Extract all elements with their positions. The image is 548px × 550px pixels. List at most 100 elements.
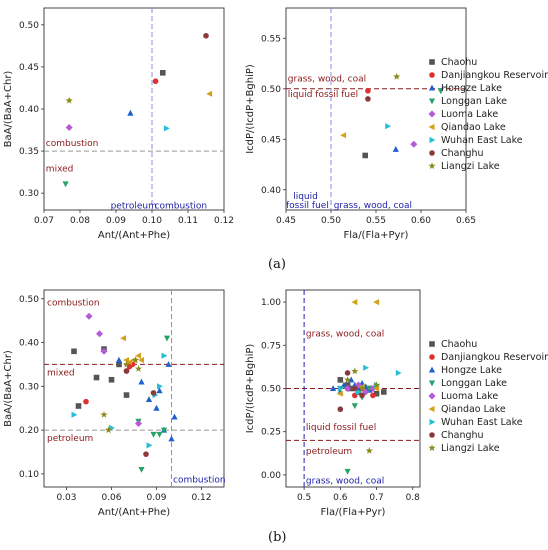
y-tick-label: 0.50 bbox=[261, 85, 281, 95]
x-axis-label: Ant/(Ant+Phe) bbox=[98, 507, 170, 518]
annotation: liquid bbox=[293, 192, 318, 202]
data-point bbox=[71, 411, 78, 418]
y-tick-label: 0.40 bbox=[19, 339, 39, 349]
legend-marker bbox=[428, 405, 435, 413]
data-point bbox=[344, 376, 352, 383]
annotation: mixed bbox=[47, 368, 75, 378]
data-point bbox=[437, 88, 444, 95]
data-point bbox=[123, 392, 130, 398]
data-point bbox=[344, 370, 351, 376]
legend-entry: Changhu bbox=[441, 430, 484, 441]
data-point bbox=[115, 356, 123, 363]
data-point bbox=[359, 392, 365, 399]
legend-marker bbox=[428, 123, 435, 131]
legend-entry: Changhu bbox=[441, 148, 484, 159]
annotation: grass, wood, coal bbox=[306, 330, 384, 340]
legend-marker bbox=[428, 366, 436, 373]
x-axis-label: Ant/(Ant+Phe) bbox=[98, 230, 170, 241]
legend-entry: Wuhan East Lake bbox=[441, 135, 523, 146]
data-point bbox=[344, 468, 351, 475]
y-axis-label: IcdP/(IcdP+BghiP) bbox=[245, 344, 256, 434]
plot-frame bbox=[43, 7, 225, 211]
legend-marker bbox=[429, 341, 435, 347]
legend-entry: Chaohu bbox=[441, 57, 477, 68]
legend-entry: Danjiangkou Reservoir bbox=[441, 352, 548, 363]
data-point bbox=[163, 335, 171, 342]
legend-marker bbox=[428, 98, 436, 105]
x-tick-label: 0.55 bbox=[366, 216, 386, 226]
annotation: combustion bbox=[173, 476, 226, 486]
legend-marker bbox=[428, 110, 436, 118]
legend-marker bbox=[428, 444, 436, 452]
data-point bbox=[156, 431, 163, 438]
annotation: grass, wood, coal bbox=[288, 75, 366, 85]
data-point bbox=[348, 385, 354, 392]
x-tick-label: 0.8 bbox=[406, 493, 421, 503]
data-point bbox=[358, 384, 366, 392]
legend-entry: Luoma Lake bbox=[441, 109, 498, 120]
data-point bbox=[127, 109, 134, 116]
data-point bbox=[75, 403, 82, 409]
data-point bbox=[373, 390, 380, 397]
y-tick-label: 0.45 bbox=[19, 63, 39, 73]
annotation: fossil fuel bbox=[286, 201, 329, 211]
annotation: grass, wood, coal bbox=[306, 477, 384, 487]
annotation: combustion bbox=[47, 298, 100, 308]
x-tick-label: 0.07 bbox=[34, 216, 54, 226]
data-point bbox=[157, 383, 163, 390]
chart-a-right: 0.45 0.50 0.55 0.60 0.65 0.40 0.45 0.50 0.55 Fla/… bbox=[245, 7, 476, 241]
y-tick-label: 0.55 bbox=[261, 34, 281, 44]
data-point bbox=[120, 335, 126, 342]
data-point bbox=[380, 389, 387, 395]
legend-entry: Hongze Lake bbox=[441, 83, 502, 94]
annotation: petroleum bbox=[306, 447, 352, 457]
y-axis-label: IcdP/(IcdP+BghiP) bbox=[245, 64, 256, 154]
data-point bbox=[351, 403, 358, 410]
data-point bbox=[146, 442, 153, 449]
data-point bbox=[135, 420, 142, 427]
data-point bbox=[145, 396, 153, 402]
legend-marker bbox=[429, 432, 435, 438]
data-point bbox=[395, 369, 402, 376]
x-tick-label: 0.12 bbox=[191, 493, 211, 503]
x-tick-label: 0.10 bbox=[142, 216, 162, 226]
data-point bbox=[348, 376, 355, 383]
legend-entry: Chaohu bbox=[441, 339, 477, 350]
legend-marker bbox=[429, 354, 435, 360]
data-point bbox=[337, 390, 343, 397]
annotation: petroleum bbox=[111, 201, 157, 211]
plot-frame bbox=[43, 289, 225, 488]
legend-marker bbox=[429, 136, 436, 144]
data-point bbox=[135, 352, 141, 359]
data-point bbox=[160, 70, 166, 76]
y-tick-label: 0.00 bbox=[261, 471, 281, 481]
x-tick-label: 0.7 bbox=[369, 493, 383, 503]
x-tick-label: 0.09 bbox=[106, 216, 126, 226]
x-tick-label: 0.5 bbox=[297, 493, 311, 503]
data-point bbox=[123, 368, 130, 374]
x-tick-label: 0.65 bbox=[456, 216, 476, 226]
x-axis-label: Fla/(Fla+Pyr) bbox=[321, 507, 386, 518]
legend-entry: Wuhan East Lake bbox=[441, 417, 523, 428]
legend-entry: Hongze Lake bbox=[441, 365, 502, 376]
data-point bbox=[165, 361, 172, 367]
data-point bbox=[65, 96, 73, 104]
data-point bbox=[108, 376, 115, 383]
data-point bbox=[392, 146, 399, 152]
legend-a: Chaohu Danjiangkou Reservoir Hongze Lake Lo… bbox=[428, 57, 548, 172]
data-point bbox=[100, 411, 108, 418]
legend-marker bbox=[428, 392, 436, 400]
y-tick-label: 0.25 bbox=[261, 428, 281, 438]
y-tick-label: 0.30 bbox=[19, 382, 39, 392]
data-point bbox=[96, 330, 103, 338]
legend-entry: Qiandao Lake bbox=[441, 122, 506, 133]
data-point bbox=[340, 132, 347, 139]
data-point bbox=[337, 385, 344, 392]
annotation: petroleum bbox=[47, 434, 93, 444]
y-tick-label: 0.50 bbox=[19, 21, 39, 31]
data-point bbox=[410, 140, 418, 148]
annotation: grass, wood, coal bbox=[334, 201, 412, 211]
legend-marker bbox=[428, 162, 436, 170]
y-axis-label: BaA/(BaA+Chr) bbox=[3, 71, 14, 148]
data-point bbox=[337, 406, 344, 413]
